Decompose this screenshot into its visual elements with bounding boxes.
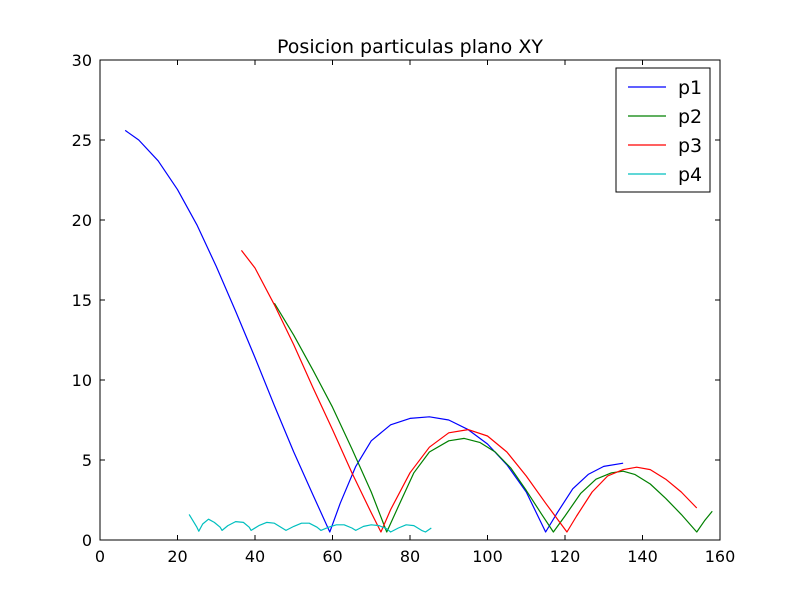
x-tick-label: 160 (705, 547, 736, 566)
y-tick-label: 20 (72, 211, 92, 230)
legend: p1 p2 p3 p4 (615, 67, 711, 193)
x-tick-label: 120 (550, 547, 581, 566)
x-tick-label: 20 (167, 547, 187, 566)
chart-title: Posicion particulas plano XY (277, 36, 543, 58)
legend-label-p1: p1 (678, 77, 702, 99)
y-tick-label: 10 (72, 371, 92, 390)
series-line-p3 (240, 250, 698, 533)
x-tick-label: 140 (627, 547, 658, 566)
legend-box (615, 67, 711, 193)
legend-label-p3: p3 (678, 135, 702, 157)
y-tick-label: 25 (72, 131, 92, 150)
y-tick-label: 15 (72, 291, 92, 310)
legend-label-p4: p4 (678, 164, 702, 186)
y-tick-label: 5 (82, 451, 92, 470)
axes: 0 20 40 60 80 100 120 140 160 0 5 10 15 20 25 30 (72, 51, 736, 566)
series-layer (124, 129, 713, 533)
x-tick-label: 80 (400, 547, 420, 566)
x-tick-label: 0 (95, 547, 105, 566)
y-tick-label: 0 (82, 531, 92, 550)
legend-label-p2: p2 (678, 106, 702, 128)
y-tick-label: 30 (72, 51, 92, 70)
x-tick-label: 40 (245, 547, 265, 566)
series-line-p2 (273, 302, 713, 533)
series-line-p4 (188, 514, 432, 533)
x-tick-label: 60 (322, 547, 342, 566)
x-tick-label: 100 (472, 547, 503, 566)
